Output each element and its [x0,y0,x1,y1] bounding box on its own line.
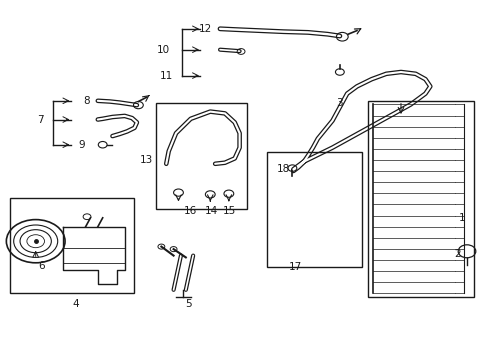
Text: 16: 16 [183,206,197,216]
Text: 2: 2 [453,249,460,259]
Text: 7: 7 [37,114,43,125]
Text: 9: 9 [79,140,85,150]
Text: 15: 15 [223,206,236,216]
Text: 1: 1 [458,213,465,223]
Text: 13: 13 [140,155,153,165]
Text: 18: 18 [276,164,290,174]
Text: 4: 4 [72,299,79,309]
Text: 11: 11 [159,71,173,81]
Text: 10: 10 [157,45,170,55]
Text: 5: 5 [184,299,191,309]
Bar [367,101,473,297]
Text: 6: 6 [38,261,45,271]
Bar [266,152,361,267]
Bar [156,103,246,209]
Text: 3: 3 [336,98,343,108]
Text: 14: 14 [204,206,218,216]
Bar [10,198,134,293]
Text: 8: 8 [83,96,90,106]
Text: 12: 12 [198,24,212,34]
Text: 17: 17 [288,262,302,272]
